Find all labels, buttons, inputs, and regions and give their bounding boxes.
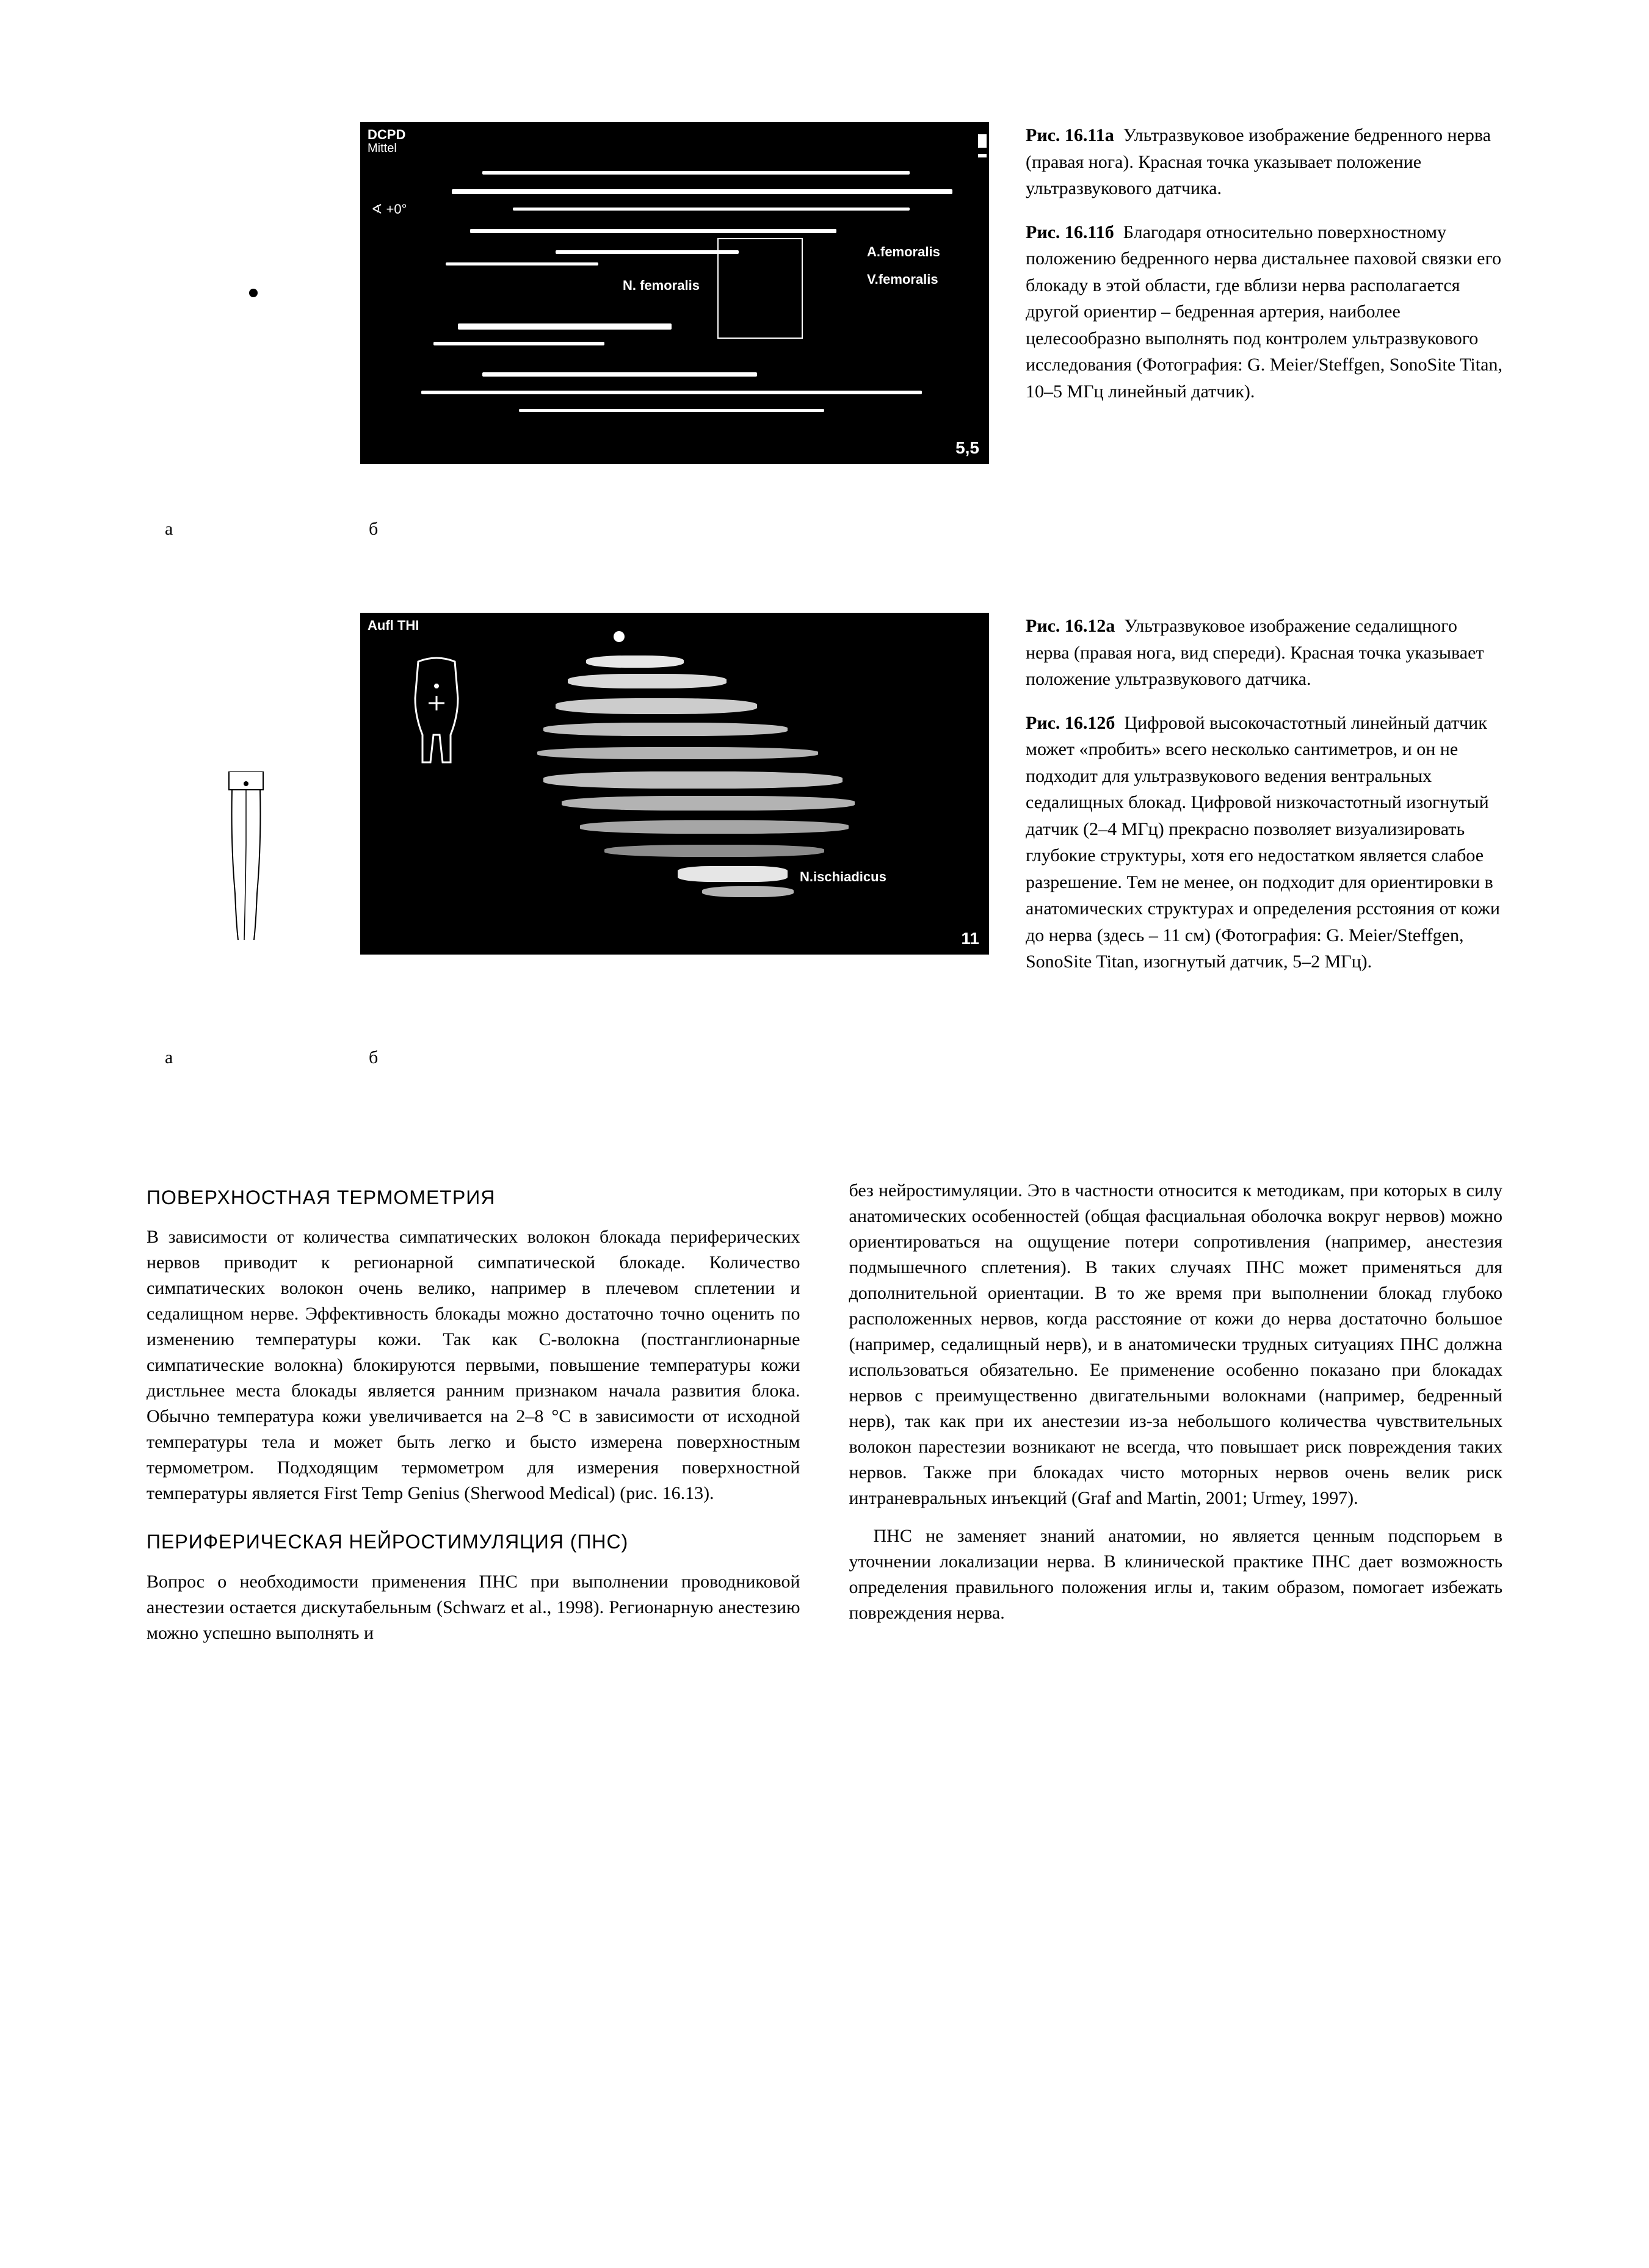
figure-16-12b-ultrasound: Aufl THI N.ischiadicus 11 bbox=[360, 613, 989, 955]
sublabel-b: б bbox=[360, 1047, 378, 1068]
figure-16-11-sublabels: а б bbox=[147, 519, 989, 540]
us-submode-label: Mittel bbox=[368, 142, 397, 156]
depth-indicator: 5,5 bbox=[955, 438, 979, 458]
right-column-p1: без нейростимуляции. Это в частности отн… bbox=[849, 1178, 1503, 1511]
caption-16-11a: Рис. 16.11а Ультразвуковое изображение б… bbox=[1026, 122, 1502, 202]
sublabel-a: а bbox=[147, 519, 360, 540]
caption-label: Рис. 16.12а bbox=[1026, 616, 1115, 636]
sciatic-nerve-label: N.ischiadicus bbox=[800, 869, 886, 885]
caption-16-11b: Рис. 16.11б Благодаря относительно повер… bbox=[1026, 219, 1502, 405]
section-body-pns: Вопрос о необходимости применения ПНС пр… bbox=[147, 1569, 800, 1646]
section-heading-thermometry: ПОВЕРХНОСТНАЯ ТЕРМОМЕТРИЯ bbox=[147, 1184, 800, 1212]
body-text-columns: ПОВЕРХНОСТНАЯ ТЕРМОМЕТРИЯ В зависимости … bbox=[147, 1178, 1502, 1659]
figure-16-11: DCPD Mittel ∢ +0° N. femoralis A.femoral… bbox=[147, 122, 1502, 464]
sublabel-b: б bbox=[360, 519, 378, 540]
figure-16-12a-schematic bbox=[147, 613, 360, 955]
probe-position-dot bbox=[249, 289, 258, 297]
left-column: ПОВЕРХНОСТНАЯ ТЕРМОМЕТРИЯ В зависимости … bbox=[147, 1178, 800, 1659]
us-mode-label: Aufl THI bbox=[368, 618, 419, 634]
right-column: без нейростимуляции. Это в частности отн… bbox=[849, 1178, 1503, 1659]
us-angle-label: ∢ +0° bbox=[371, 201, 407, 217]
depth-indicator: 11 bbox=[961, 929, 979, 948]
ultrasound-image-femoral: DCPD Mittel ∢ +0° N. femoralis A.femoral… bbox=[360, 122, 989, 464]
caption-16-12a: Рис. 16.12а Ультразвуковое изображение с… bbox=[1026, 613, 1502, 693]
right-column-p2: ПНС не заменяет знаний анатомии, но явля… bbox=[849, 1523, 1503, 1626]
figure-16-11-captions: Рис. 16.11а Ультразвуковое изображение б… bbox=[989, 122, 1502, 422]
caption-text: Цифровой высокочастотный линейный датчик… bbox=[1026, 713, 1500, 972]
caption-label: Рис. 16.11а bbox=[1026, 125, 1114, 145]
caption-label: Рис. 16.11б bbox=[1026, 222, 1114, 242]
us-mode-label: DCPD bbox=[368, 127, 405, 143]
figure-16-12: Aufl THI N.ischiadicus 11 bbox=[147, 613, 1502, 992]
femoral-nerve-label: N. femoralis bbox=[623, 278, 700, 294]
femoral-artery-label: A.femoralis bbox=[867, 244, 940, 260]
figure-16-12-sublabels: а б bbox=[147, 1047, 989, 1068]
ultrasound-image-sciatic: Aufl THI N.ischiadicus 11 bbox=[360, 613, 989, 955]
body-orientation-icon bbox=[397, 655, 476, 765]
caption-16-12b: Рис. 16.12б Цифровой высокочастотный лин… bbox=[1026, 710, 1502, 975]
figure-16-11b-ultrasound: DCPD Mittel ∢ +0° N. femoralis A.femoral… bbox=[360, 122, 989, 464]
probe-marker-dot bbox=[614, 631, 625, 642]
figure-16-12-captions: Рис. 16.12а Ультразвуковое изображение с… bbox=[989, 613, 1502, 992]
nerve-highlight-box bbox=[717, 238, 803, 339]
sublabel-a: а bbox=[147, 1047, 360, 1068]
caption-text: Благодаря относительно поверхностному по… bbox=[1026, 222, 1502, 402]
section-body-thermometry: В зависимости от количества симпатически… bbox=[147, 1224, 800, 1506]
section-heading-pns: ПЕРИФЕРИЧЕСКАЯ НЕЙРОСТИМУЛЯЦИЯ (ПНС) bbox=[147, 1528, 800, 1556]
caption-label: Рис. 16.12б bbox=[1026, 713, 1115, 733]
figure-16-11a-schematic bbox=[147, 122, 360, 464]
leg-outline-icon bbox=[214, 771, 281, 942]
femoral-vein-label: V.femoralis bbox=[867, 272, 938, 287]
